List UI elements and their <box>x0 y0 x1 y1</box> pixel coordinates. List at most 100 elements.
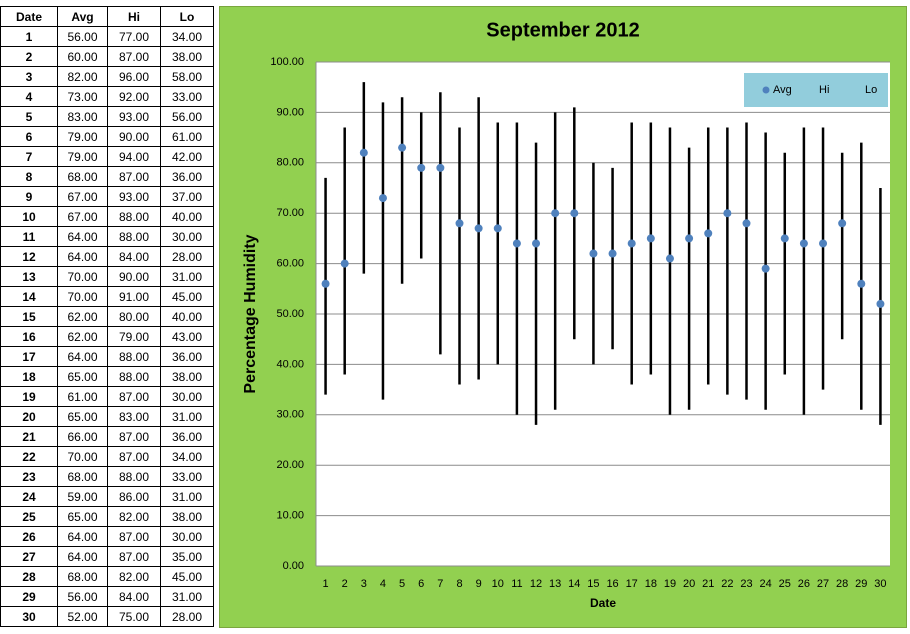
table-cell: 68.00 <box>57 466 108 487</box>
avg-marker <box>532 239 541 248</box>
table-cell: 61.00 <box>160 126 214 147</box>
table-cell: 4 <box>0 86 58 107</box>
x-tick-label: 21 <box>702 578 714 590</box>
table-cell: 65.00 <box>57 406 108 427</box>
table-row: 15 62.00 80.00 40.00 <box>0 306 214 327</box>
table-cell: 88.00 <box>107 206 161 227</box>
table-cell: 79.00 <box>107 326 161 347</box>
table-row: 23 68.00 88.00 33.00 <box>0 466 214 487</box>
avg-marker <box>570 209 579 218</box>
table-cell: 5 <box>0 106 58 127</box>
avg-marker <box>340 259 349 268</box>
table-cell: 93.00 <box>107 106 161 127</box>
table-row: 12 64.00 84.00 28.00 <box>0 246 214 267</box>
table-cell: 87.00 <box>107 166 161 187</box>
table-cell: 12 <box>0 246 58 267</box>
table-cell: 65.00 <box>57 366 108 387</box>
table-row: 8 68.00 87.00 36.00 <box>0 166 214 187</box>
data-table: Date Avg Hi Lo 1 56.00 77.00 34.00 2 60.00 87.00 3… <box>0 6 214 627</box>
table-cell: 22 <box>0 446 58 467</box>
legend-label: Hi <box>819 84 829 96</box>
table-cell: 35.00 <box>160 546 214 567</box>
table-cell: 82.00 <box>107 506 161 527</box>
avg-marker <box>551 209 560 218</box>
table-cell: 31.00 <box>160 406 214 427</box>
table-cell: 6 <box>0 126 58 147</box>
table-cell: 82.00 <box>107 566 161 587</box>
table-row: 11 64.00 88.00 30.00 <box>0 226 214 247</box>
table-row: 25 65.00 82.00 38.00 <box>0 506 214 527</box>
table-cell: 34.00 <box>160 446 214 467</box>
table-cell: 65.00 <box>57 506 108 527</box>
table-cell: 87.00 <box>107 46 161 67</box>
x-tick-label: 11 <box>511 578 522 590</box>
table-row: 9 67.00 93.00 37.00 <box>0 186 214 207</box>
table-cell: 86.00 <box>107 486 161 507</box>
table-cell: 33.00 <box>160 466 214 487</box>
x-tick-label: 17 <box>626 578 638 590</box>
table-cell: 15 <box>0 306 58 327</box>
table-row: 19 61.00 87.00 30.00 <box>0 386 214 407</box>
y-tick-label: 40.00 <box>276 358 304 370</box>
x-tick-label: 7 <box>437 578 443 590</box>
table-cell: 88.00 <box>107 226 161 247</box>
x-tick-label: 19 <box>664 578 676 590</box>
avg-marker <box>455 219 464 228</box>
column-header: Avg <box>57 6 108 27</box>
x-tick-label: 4 <box>380 578 386 590</box>
y-tick-label: 70.00 <box>276 207 304 219</box>
avg-marker <box>608 249 617 258</box>
table-cell: 33.00 <box>160 86 214 107</box>
table-cell: 11 <box>0 226 58 247</box>
table-cell: 87.00 <box>107 546 161 567</box>
table-cell: 84.00 <box>107 586 161 607</box>
x-tick-label: 16 <box>606 578 618 590</box>
table-row: 20 65.00 83.00 31.00 <box>0 406 214 427</box>
x-tick-label: 24 <box>760 578 772 590</box>
avg-marker <box>704 229 713 238</box>
table-cell: 31.00 <box>160 586 214 607</box>
x-tick-label: 28 <box>836 578 848 590</box>
table-row: 6 79.00 90.00 61.00 <box>0 126 214 147</box>
table-row: 10 67.00 88.00 40.00 <box>0 206 214 227</box>
table-cell: 91.00 <box>107 286 161 307</box>
table-cell: 26 <box>0 526 58 547</box>
table-cell: 56.00 <box>57 586 108 607</box>
table-cell: 87.00 <box>107 446 161 467</box>
x-tick-label: 9 <box>476 578 482 590</box>
table-cell: 90.00 <box>107 266 161 287</box>
y-tick-label: 20.00 <box>276 459 304 471</box>
table-cell: 68.00 <box>57 166 108 187</box>
table-cell: 18 <box>0 366 58 387</box>
table-cell: 7 <box>0 146 58 167</box>
y-tick-label: 60.00 <box>276 258 304 270</box>
table-cell: 94.00 <box>107 146 161 167</box>
x-tick-label: 6 <box>418 578 424 590</box>
y-tick-label: 10.00 <box>276 510 304 522</box>
table-cell: 70.00 <box>57 286 108 307</box>
column-header: Date <box>0 6 58 27</box>
avg-marker <box>876 299 885 308</box>
table-cell: 40.00 <box>160 306 214 327</box>
table-cell: 67.00 <box>57 186 108 207</box>
table-cell: 45.00 <box>160 286 214 307</box>
x-tick-label: 3 <box>361 578 367 590</box>
avg-marker <box>493 224 502 233</box>
x-tick-label: 25 <box>779 578 791 590</box>
avg-marker <box>378 194 387 203</box>
table-cell: 38.00 <box>160 366 214 387</box>
x-tick-label: 1 <box>323 578 329 590</box>
table-cell: 64.00 <box>57 246 108 267</box>
table-cell: 77.00 <box>107 26 161 47</box>
table-cell: 92.00 <box>107 86 161 107</box>
table-cell: 79.00 <box>57 126 108 147</box>
table-cell: 9 <box>0 186 58 207</box>
legend-label: Avg <box>773 84 792 96</box>
table-cell: 42.00 <box>160 146 214 167</box>
avg-marker <box>512 239 521 248</box>
table-cell: 73.00 <box>57 86 108 107</box>
table-cell: 40.00 <box>160 206 214 227</box>
table-row: 16 62.00 79.00 43.00 <box>0 326 214 347</box>
avg-marker <box>799 239 808 248</box>
